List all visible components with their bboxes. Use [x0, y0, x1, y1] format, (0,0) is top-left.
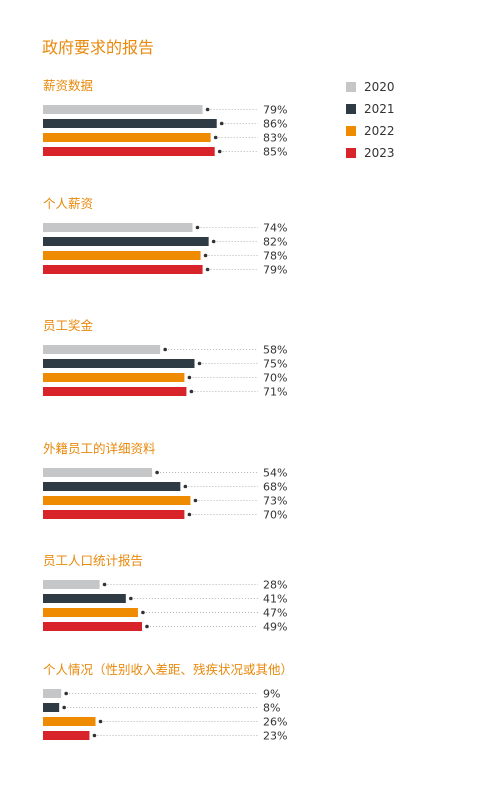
value-label-2-0: 58% — [263, 344, 287, 357]
bar-2-3 — [43, 387, 187, 396]
bar-1-0 — [43, 223, 193, 232]
leader-dot-0-0 — [205, 107, 210, 112]
group-label-0: 薪资数据 — [43, 78, 93, 93]
value-label-5-3: 23% — [263, 730, 287, 743]
value-label-0-3: 85% — [263, 146, 287, 159]
bar-4-1 — [43, 594, 126, 603]
leader-dot-5-1 — [62, 705, 66, 710]
legend-swatch-2022 — [346, 126, 356, 136]
value-label-2-3: 71% — [263, 386, 287, 399]
value-label-3-2: 73% — [263, 495, 287, 508]
value-label-0-2: 83% — [263, 132, 287, 145]
bar-1-3 — [43, 265, 203, 274]
legend-swatch-2023 — [346, 148, 356, 158]
legend-label-2023: 2023 — [364, 146, 395, 160]
leader-dot-2-1 — [197, 361, 202, 366]
leader-dot-4-3 — [145, 624, 149, 629]
leader-dot-3-3 — [187, 512, 192, 517]
bar-0-0 — [43, 105, 203, 114]
bar-0-1 — [43, 119, 217, 128]
leader-dot-5-2 — [98, 719, 103, 724]
legend-item-2022: 2022 — [346, 120, 395, 142]
value-label-5-2: 26% — [263, 716, 287, 729]
legend-item-2021: 2021 — [346, 98, 395, 120]
group-label-1: 个人薪资 — [43, 196, 93, 211]
leader-dot-0-1 — [219, 121, 224, 126]
legend: 2020 2021 2022 2023 — [346, 76, 395, 164]
bar-3-2 — [43, 496, 191, 505]
value-label-2-1: 75% — [263, 358, 287, 371]
leader-dot-0-3 — [217, 149, 222, 154]
bar-5-0 — [43, 689, 62, 698]
leader-dot-2-0 — [163, 347, 167, 352]
bar-0-3 — [43, 147, 215, 156]
bar-3-0 — [43, 468, 153, 477]
legend-swatch-2021 — [346, 104, 356, 114]
bar-4-0 — [43, 580, 100, 589]
leader-dot-0-2 — [213, 135, 218, 140]
value-label-5-0: 9% — [263, 688, 280, 701]
legend-item-2020: 2020 — [346, 76, 395, 98]
legend-label-2021: 2021 — [364, 102, 395, 116]
bar-1-1 — [43, 237, 209, 246]
leader-dot-1-3 — [205, 267, 210, 272]
leader-dot-5-3 — [92, 733, 97, 738]
bar-2-0 — [43, 345, 161, 354]
leader-dot-2-3 — [189, 389, 194, 394]
value-label-0-0: 79% — [263, 104, 287, 117]
legend-label-2020: 2020 — [364, 80, 395, 94]
group-label-2: 员工奖金 — [43, 318, 94, 333]
leader-dot-4-0 — [102, 582, 107, 587]
page-title: 政府要求的报告 — [42, 38, 155, 57]
leader-dot-1-2 — [203, 253, 208, 258]
bar-4-3 — [43, 622, 142, 631]
value-label-3-1: 68% — [263, 481, 287, 494]
bar-3-3 — [43, 510, 185, 519]
value-label-2-2: 70% — [263, 372, 287, 385]
leader-dot-3-0 — [155, 470, 159, 475]
value-label-3-0: 54% — [263, 467, 287, 480]
bar-1-2 — [43, 251, 201, 260]
group-label-4: 员工人口统计报告 — [43, 553, 143, 568]
value-label-4-3: 49% — [263, 621, 287, 634]
value-label-4-1: 41% — [263, 593, 287, 606]
leader-dot-4-2 — [141, 610, 145, 615]
value-label-3-3: 70% — [263, 509, 287, 522]
group-label-3: 外籍员工的详细资料 — [43, 441, 156, 456]
value-label-1-1: 82% — [263, 236, 287, 249]
bar-2-2 — [43, 373, 185, 382]
bar-5-1 — [43, 703, 60, 712]
value-label-1-3: 79% — [263, 264, 287, 277]
value-label-1-0: 74% — [263, 222, 287, 235]
leader-dot-5-0 — [64, 691, 68, 696]
leader-dot-3-1 — [183, 484, 188, 489]
legend-item-2023: 2023 — [346, 142, 395, 164]
bar-4-2 — [43, 608, 138, 617]
legend-swatch-2020 — [346, 82, 356, 92]
value-label-5-1: 8% — [263, 702, 280, 715]
group-label-5: 个人情况（性别收入差距、残疾状况或其他） — [43, 662, 293, 677]
bar-5-2 — [43, 717, 96, 726]
leader-dot-4-1 — [129, 596, 133, 601]
value-label-0-1: 86% — [263, 118, 287, 131]
legend-label-2022: 2022 — [364, 124, 395, 138]
leader-dot-3-2 — [193, 498, 198, 503]
bar-2-1 — [43, 359, 195, 368]
bar-5-3 — [43, 731, 90, 740]
leader-dot-1-1 — [211, 239, 216, 244]
leader-dot-1-0 — [195, 225, 200, 230]
value-label-1-2: 78% — [263, 250, 287, 263]
value-label-4-0: 28% — [263, 579, 287, 592]
bar-3-1 — [43, 482, 181, 491]
bar-0-2 — [43, 133, 211, 142]
leader-dot-2-2 — [187, 375, 192, 380]
value-label-4-2: 47% — [263, 607, 287, 620]
